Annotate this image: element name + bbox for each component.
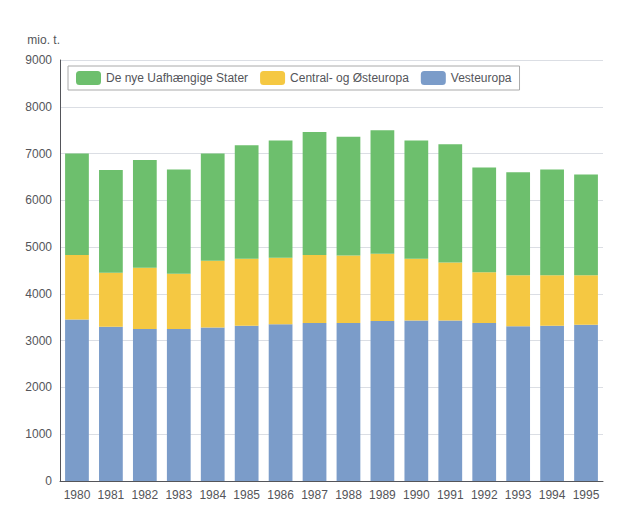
svg-text:0: 0 [45, 474, 52, 488]
svg-text:De nye Uafhængige Stater: De nye Uafhængige Stater [106, 71, 248, 85]
svg-text:Vesteuropa: Vesteuropa [451, 71, 512, 85]
svg-text:8000: 8000 [25, 100, 52, 114]
svg-text:1982: 1982 [131, 488, 158, 502]
svg-text:1980: 1980 [64, 488, 91, 502]
svg-text:1988: 1988 [335, 488, 362, 502]
svg-text:1984: 1984 [199, 488, 226, 502]
svg-text:1991: 1991 [437, 488, 464, 502]
svg-text:9000: 9000 [25, 53, 52, 67]
svg-text:2000: 2000 [25, 380, 52, 394]
svg-text:1992: 1992 [471, 488, 498, 502]
svg-text:3000: 3000 [25, 334, 52, 348]
svg-text:1981: 1981 [98, 488, 125, 502]
svg-text:1000: 1000 [25, 427, 52, 441]
svg-text:Central- og Østeuropa: Central- og Østeuropa [290, 71, 409, 85]
svg-text:1995: 1995 [573, 488, 600, 502]
svg-text:1983: 1983 [165, 488, 192, 502]
svg-text:1989: 1989 [369, 488, 396, 502]
svg-text:mio. t.: mio. t. [27, 33, 60, 47]
svg-text:1985: 1985 [233, 488, 260, 502]
svg-text:5000: 5000 [25, 240, 52, 254]
svg-text:7000: 7000 [25, 147, 52, 161]
svg-text:1993: 1993 [505, 488, 532, 502]
svg-text:1987: 1987 [301, 488, 328, 502]
svg-text:1986: 1986 [267, 488, 294, 502]
svg-text:4000: 4000 [25, 287, 52, 301]
svg-text:1994: 1994 [539, 488, 566, 502]
svg-text:6000: 6000 [25, 193, 52, 207]
svg-text:1990: 1990 [403, 488, 430, 502]
